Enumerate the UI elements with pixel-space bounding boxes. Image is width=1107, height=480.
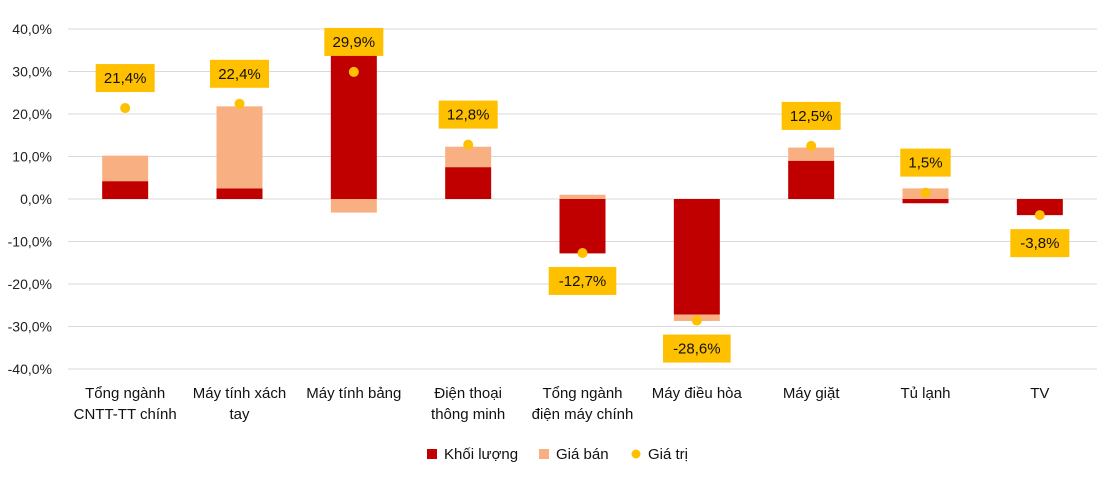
value-point <box>691 315 702 326</box>
x-tick-label: Điện thoại thông minh <box>431 385 505 423</box>
bar-khối-lượng <box>1016 199 1063 216</box>
x-tick-label-line: Tổng ngành <box>85 385 165 402</box>
legend-label: Khối lượng <box>444 446 518 463</box>
y-tick-label: 30,0% <box>12 64 52 80</box>
value-point <box>920 187 931 198</box>
bar-giá-bán <box>216 106 263 189</box>
x-tick-label-line: CNTT-TT chính <box>74 406 177 423</box>
bar-giá-bán <box>330 199 377 213</box>
value-label-box <box>548 266 617 295</box>
x-tick-label: Tổng ngành CNTT-TT chính <box>74 385 177 423</box>
value-point <box>463 139 474 150</box>
x-tick-label-line: Tủ lạnh <box>900 385 950 402</box>
value-label: 12,8% <box>447 107 490 124</box>
bar-khối-lượng <box>559 199 606 254</box>
x-tick-label-line: Máy tính bảng <box>306 385 401 402</box>
value-point <box>577 247 588 258</box>
x-tick-label-line: Điện thoại <box>434 385 502 402</box>
value-label-box <box>324 27 384 56</box>
value-label-box <box>95 64 155 93</box>
x-tick-label-line: TV <box>1030 385 1049 402</box>
y-tick-label: -10,0% <box>8 234 52 250</box>
value-label-box <box>1010 229 1070 258</box>
bar-khối-lượng <box>902 199 949 204</box>
x-tick-label-line: Tổng ngành <box>542 385 622 402</box>
value-label-box <box>438 100 498 129</box>
y-tick-label: -40,0% <box>8 361 52 377</box>
x-tick-label-line: Máy tính xách <box>193 385 286 402</box>
y-tick-label: 10,0% <box>12 149 52 165</box>
y-tick-label: 20,0% <box>12 106 52 122</box>
x-tick-label: Máy giặt <box>783 385 841 402</box>
value-label-box <box>663 334 731 363</box>
x-tick-label-line: điện máy chính <box>532 406 634 423</box>
legend-marker <box>427 449 437 459</box>
value-point <box>1034 210 1045 221</box>
bar-giá-bán <box>445 146 492 168</box>
bar-khối-lượng <box>330 54 377 199</box>
value-label: -12,7% <box>559 273 607 290</box>
value-label: 12,5% <box>790 108 833 125</box>
x-tick-label-line: Máy điều hòa <box>652 385 743 402</box>
value-point <box>120 103 131 114</box>
bar-giá-bán <box>559 194 606 199</box>
x-tick-label-line: tay <box>229 406 250 423</box>
x-tick-label: Máy tính xách tay <box>193 385 286 423</box>
y-tick-label: -20,0% <box>8 276 52 292</box>
bar-khối-lượng <box>216 188 263 199</box>
bar-khối-lượng <box>102 181 149 199</box>
value-points <box>120 66 1045 326</box>
value-label-box <box>210 59 269 88</box>
x-tick-label: Máy tính bảng <box>306 385 401 402</box>
value-point <box>348 66 359 77</box>
bar-giá-bán <box>788 147 835 161</box>
value-label-box <box>900 148 951 177</box>
value-point <box>234 98 245 109</box>
x-tick-label: Tủ lạnh <box>900 385 950 402</box>
bar-khối-lượng <box>788 160 835 199</box>
value-label: 22,4% <box>218 66 261 83</box>
x-tick-label-line: thông minh <box>431 406 505 423</box>
legend-marker <box>539 449 549 459</box>
legend-label: Giá trị <box>648 446 688 463</box>
x-tick-label: Máy điều hòa <box>652 385 743 402</box>
value-label: 21,4% <box>104 70 147 87</box>
value-point <box>806 140 817 151</box>
value-label: 29,9% <box>333 34 376 51</box>
value-label-box <box>781 101 841 130</box>
value-labels: 21,4% 22,4% 29,9% 12,8% -12,7% -28,6% 12,5% 1,5… <box>95 27 1070 363</box>
y-tick-label: -30,0% <box>8 319 52 335</box>
bar-khối-lượng <box>445 167 492 199</box>
y-tick-label: 0,0% <box>20 191 52 207</box>
legend: Khối lượng Giá bán Giá trị <box>427 446 688 463</box>
y-tick-label: 40,0% <box>12 21 52 37</box>
x-tick-label-line: Máy giặt <box>783 385 841 402</box>
legend-label: Giá bán <box>556 446 609 463</box>
value-label: -28,6% <box>673 341 721 358</box>
legend-marker <box>631 449 641 459</box>
bars <box>102 54 1063 321</box>
value-label: -3,8% <box>1020 235 1059 252</box>
bar-giá-bán <box>102 155 149 182</box>
bar-khối-lượng <box>673 199 720 315</box>
x-tick-label: Tổng ngành điện máy chính <box>532 385 634 423</box>
x-tick-label: TV <box>1030 385 1049 402</box>
value-label: 1,5% <box>908 155 942 172</box>
y-axis-ticks: 40,0% 30,0% 20,0% 10,0% 0,0% -10,0% -20,0% -30,… <box>8 21 52 377</box>
